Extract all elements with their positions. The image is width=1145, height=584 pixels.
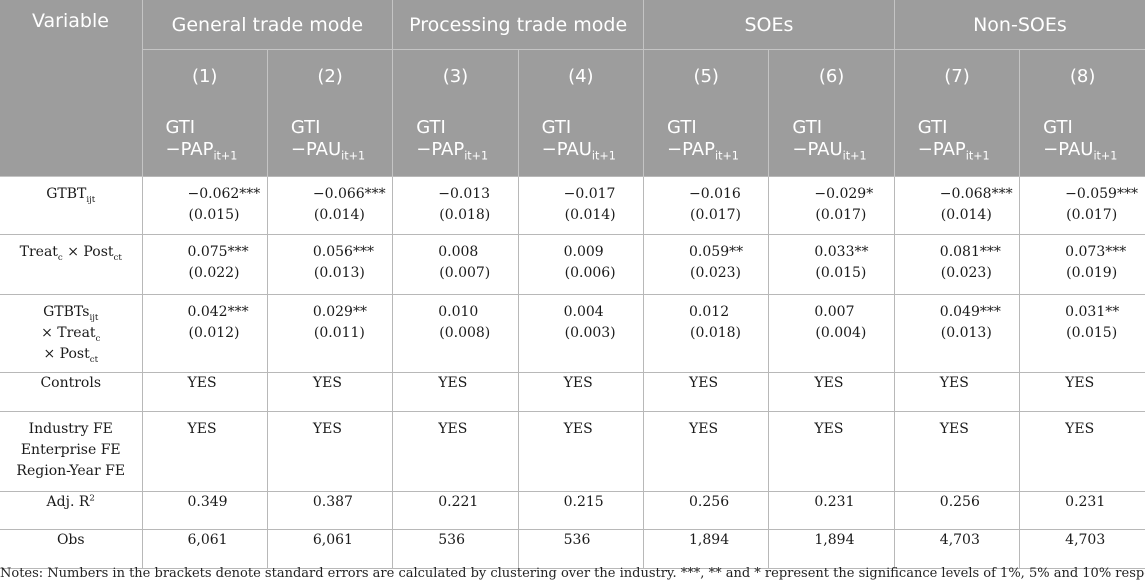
column-number: (7) (893, 49, 1020, 102)
value-cell: 0.256 (643, 491, 769, 530)
value-cell: YES (893, 411, 1020, 492)
coef-cell: 0.010 (0.008) (392, 294, 519, 373)
coef-cell: 0.033** (0.015) (768, 234, 895, 295)
coef-cell: 0.008 (0.007) (392, 234, 519, 295)
value-cell: YES (266, 372, 393, 412)
value-cell: 6,061 (141, 529, 268, 569)
coef-cell: −0.062*** (0.015) (141, 176, 268, 235)
value-cell: YES (392, 372, 519, 412)
value-cell: 0.387 (266, 491, 393, 530)
value-cell: 4,703 (1019, 529, 1145, 569)
coef-cell: −0.017 (0.014) (517, 176, 644, 235)
value-cell: 1,894 (768, 529, 895, 569)
value-cell: 0.231 (768, 491, 895, 530)
value-cell: YES (517, 411, 644, 492)
coef-cell: −0.016 (0.017) (643, 176, 769, 235)
row-controls: Controls YES YES YES YES YES YES YES YES (0, 372, 1145, 412)
coef-cell: 0.012 (0.018) (643, 294, 769, 373)
dependent-variable: GTI −PAPit+1 (392, 102, 519, 177)
dependent-variable: GTI −PAUit+1 (1019, 102, 1145, 177)
coef-cell: 0.042*** (0.012) (141, 294, 268, 373)
value-cell: 6,061 (266, 529, 393, 569)
value-cell: YES (1019, 372, 1145, 412)
table-notes: Notes: Numbers in the brackets denote st… (0, 566, 1145, 581)
dependent-variable: GTI −PAUit+1 (517, 102, 644, 177)
coef-cell: 0.049*** (0.013) (893, 294, 1020, 373)
row-fixed-effects: Industry FE Enterprise FE Region-Year FE Y… (0, 411, 1145, 492)
dependent-variable: GTI −PAPit+1 (893, 102, 1020, 177)
coef-cell: −0.068*** (0.014) (893, 176, 1020, 235)
value-cell: 0.215 (517, 491, 644, 530)
row-label-fixed-effects: Industry FE Enterprise FE Region-Year FE (0, 411, 142, 492)
coef-cell: 0.056*** (0.013) (266, 234, 393, 295)
coef-cell: 0.075*** (0.022) (141, 234, 268, 295)
coef-cell: −0.013 (0.018) (392, 176, 519, 235)
column-number: (8) (1019, 49, 1145, 102)
coef-cell: 0.004 (0.003) (517, 294, 644, 373)
variable-header: Variable (0, 0, 142, 177)
coef-cell: 0.081*** (0.023) (893, 234, 1020, 295)
regression-table: Variable General trade mode Processing t… (0, 0, 1145, 569)
row-label-treat-post: Treatc × Postct (0, 234, 142, 295)
coef-cell: −0.066*** (0.014) (266, 176, 393, 235)
dependent-variable: GTI −PAPit+1 (643, 102, 769, 177)
row-label-adj-r2: Adj. R2 (0, 491, 142, 530)
value-cell: YES (768, 411, 895, 492)
dependent-variable: GTI −PAUit+1 (768, 102, 895, 177)
column-number: (6) (768, 49, 895, 102)
column-number: (2) (266, 49, 393, 102)
coef-cell: 0.029** (0.011) (266, 294, 393, 373)
coef-cell: 0.073*** (0.019) (1019, 234, 1145, 295)
row-triple-interaction: GTBTsijt × Treatc × Postct 0.042*** (0.012)… (0, 294, 1145, 373)
group-header-soes: SOEs (643, 0, 895, 50)
value-cell: YES (141, 411, 268, 492)
value-cell: 0.231 (1019, 491, 1145, 530)
value-cell: YES (517, 372, 644, 412)
value-cell: YES (768, 372, 895, 412)
value-cell: YES (1019, 411, 1145, 492)
group-header-processing-trade: Processing trade mode (392, 0, 644, 50)
column-number: (5) (643, 49, 769, 102)
row-obs: Obs 6,061 6,061 536 536 1,894 1,894 4,70… (0, 529, 1145, 569)
group-header-general-trade: General trade mode (141, 0, 393, 50)
column-number: (3) (392, 49, 519, 102)
value-cell: 536 (392, 529, 519, 569)
value-cell: 1,894 (643, 529, 769, 569)
value-cell: 0.221 (392, 491, 519, 530)
coef-cell: −0.029* (0.017) (768, 176, 895, 235)
dependent-variable: GTI −PAPit+1 (141, 102, 268, 177)
value-cell: 0.256 (893, 491, 1020, 530)
row-gtbt: GTBTijt −0.062*** (0.015) −0.066*** (0.014… (0, 176, 1145, 235)
value-cell: YES (643, 411, 769, 492)
coef-cell: 0.031** (0.015) (1019, 294, 1145, 373)
coef-cell: −0.059*** (0.017) (1019, 176, 1145, 235)
column-number: (4) (517, 49, 644, 102)
value-cell: 4,703 (893, 529, 1020, 569)
value-cell: YES (643, 372, 769, 412)
column-number: (1) (141, 49, 268, 102)
value-cell: YES (893, 372, 1020, 412)
value-cell: 536 (517, 529, 644, 569)
value-cell: YES (266, 411, 393, 492)
row-treat-post: Treatc × Postct 0.075*** (0.022) 0.056***… (0, 234, 1145, 295)
value-cell: YES (392, 411, 519, 492)
value-cell: 0.349 (141, 491, 268, 530)
dependent-variable: GTI −PAUit+1 (266, 102, 393, 177)
row-label-triple: GTBTsijt × Treatc × Postct (0, 294, 142, 373)
coef-cell: 0.007 (0.004) (768, 294, 895, 373)
row-label-controls: Controls (0, 372, 142, 412)
coef-cell: 0.059** (0.023) (643, 234, 769, 295)
value-cell: YES (141, 372, 268, 412)
group-header-non-soes: Non-SOEs (893, 0, 1145, 50)
row-label-obs: Obs (0, 529, 142, 569)
coef-cell: 0.009 (0.006) (517, 234, 644, 295)
row-label-gtbt: GTBTijt (0, 176, 142, 235)
row-adj-r2: Adj. R2 0.349 0.387 0.221 0.215 0.256 0.… (0, 491, 1145, 530)
